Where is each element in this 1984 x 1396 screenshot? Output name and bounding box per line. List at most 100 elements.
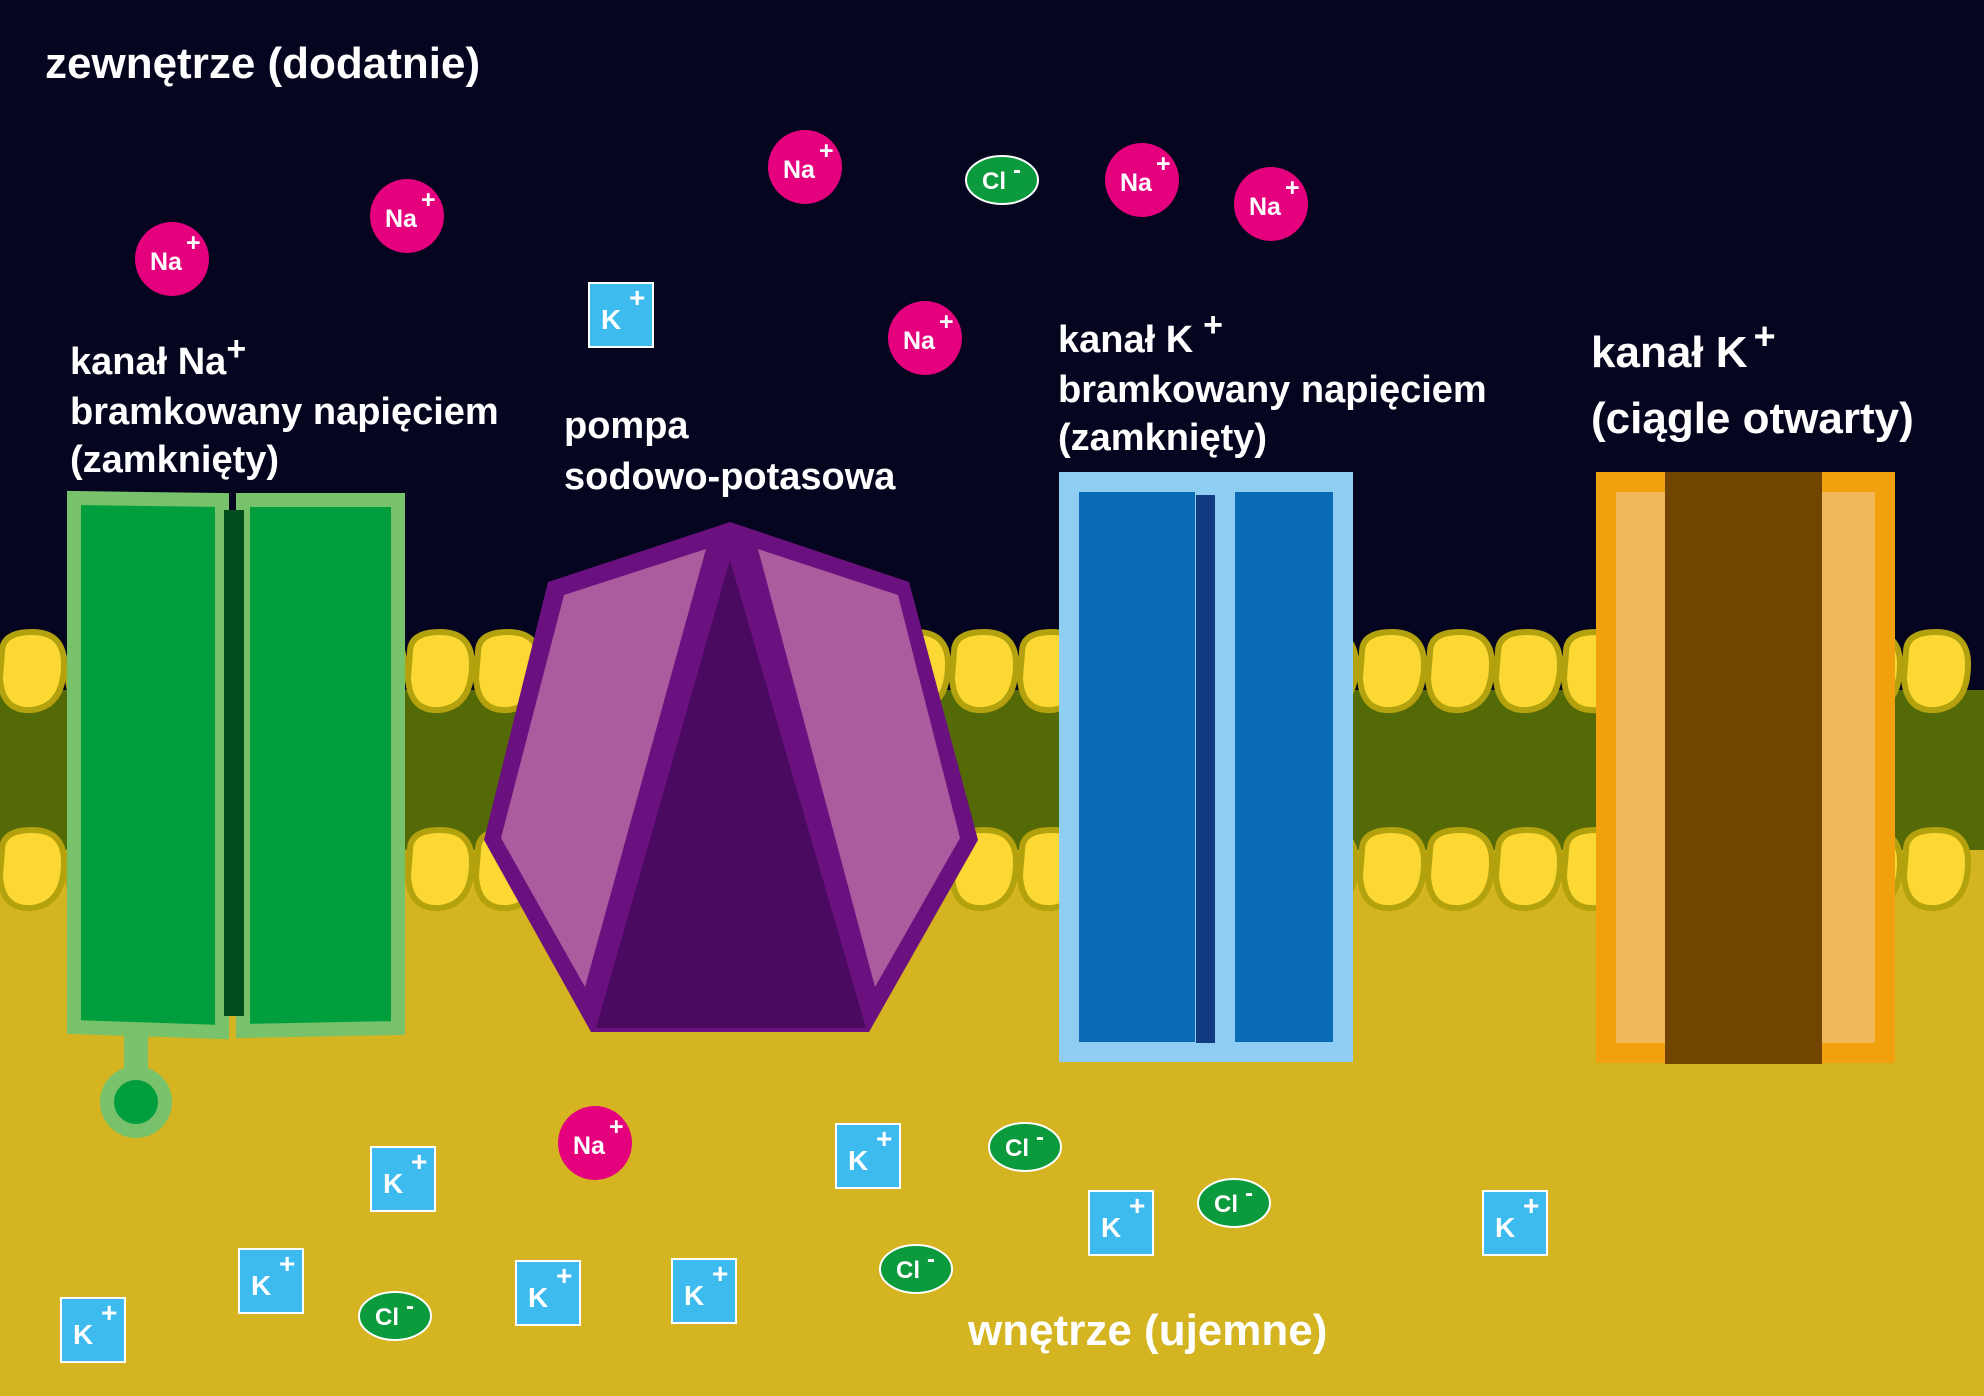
sodium-charge: + xyxy=(1156,150,1171,178)
chloride-charge: - xyxy=(1245,1180,1253,1207)
sodium-symbol: Na xyxy=(1249,193,1282,221)
potassium-symbol: K xyxy=(848,1145,868,1176)
sodium-channel-label-line3: (zamknięty) xyxy=(70,439,279,481)
potassium-ion: K+ xyxy=(1482,1190,1548,1256)
potassium-leak-label-line2: (ciągle otwarty) xyxy=(1591,394,1914,443)
potassium-charge: + xyxy=(556,1260,572,1291)
inner-lipid-head xyxy=(404,826,476,912)
svg-text:kanał Na+: kanał Na+ xyxy=(70,330,246,383)
pump-label-line2: sodowo-potasowa xyxy=(564,456,896,498)
inner-lipid-head xyxy=(1424,826,1496,912)
potassium-charge: + xyxy=(279,1248,295,1279)
potassium-symbol: K xyxy=(601,304,621,335)
potassium-charge: + xyxy=(876,1123,892,1154)
inner-lipid-head xyxy=(0,826,68,912)
potassium-symbol: K xyxy=(383,1168,403,1199)
sodium-charge: + xyxy=(819,137,834,165)
sodium-charge: + xyxy=(609,1113,624,1141)
chloride-symbol: Cl xyxy=(982,168,1006,195)
chloride-ion: Cl - xyxy=(988,1122,1062,1172)
sodium-channel-label-line1: kanał Na xyxy=(70,341,227,383)
chloride-charge: - xyxy=(406,1293,414,1320)
ions-layer: Na+Na+Na+Na+Na+Na+Na+K+K+K+K+ K+K+K+K+K+C… xyxy=(60,130,1548,1363)
sodium-ion: Na+ xyxy=(768,130,842,204)
potassium-leak-label-sup: + xyxy=(1754,316,1776,358)
potassium-charge: + xyxy=(1523,1190,1539,1221)
sodium-channel-label-sup: + xyxy=(226,330,246,368)
potassium-symbol: K xyxy=(73,1319,93,1350)
sodium-ion: Na+ xyxy=(1105,143,1179,217)
sodium-symbol: Na xyxy=(385,205,418,233)
sodium-ion: Na+ xyxy=(135,222,209,296)
chloride-symbol: Cl xyxy=(375,1304,399,1331)
potassium-charge: + xyxy=(1129,1190,1145,1221)
potassium-gated-label-sup: + xyxy=(1203,306,1223,344)
potassium-symbol: K xyxy=(684,1280,704,1311)
inside-label: wnętrze (ujemne) xyxy=(967,1306,1327,1355)
pump-label-line1: pompa xyxy=(564,405,689,447)
chloride-ion: Cl - xyxy=(1197,1178,1271,1228)
outer-lipid-head xyxy=(1492,628,1564,714)
sodium-channel xyxy=(67,490,405,1138)
potassium-symbol: K xyxy=(528,1282,548,1313)
sodium-symbol: Na xyxy=(903,327,936,355)
sodium-channel-label: kanał Na+ bramkowany napięciem (zamknięt… xyxy=(70,330,499,481)
chloride-ion: Cl - xyxy=(358,1291,432,1341)
sodium-potassium-pump xyxy=(484,522,978,1032)
potassium-leak-channel-label: kanał K + (ciągle otwarty) xyxy=(1591,316,1914,443)
chloride-ion: Cl - xyxy=(965,155,1039,205)
potassium-charge: + xyxy=(411,1146,427,1177)
potassium-ion: K+ xyxy=(60,1297,126,1363)
sodium-charge: + xyxy=(939,308,954,336)
chloride-symbol: Cl xyxy=(896,1257,920,1284)
chloride-charge: - xyxy=(1013,157,1021,184)
potassium-charge: + xyxy=(101,1297,117,1328)
chloride-charge: - xyxy=(927,1246,935,1273)
potassium-ion: K+ xyxy=(588,282,654,348)
potassium-charge: + xyxy=(629,282,645,313)
potassium-symbol: K xyxy=(1495,1212,1515,1243)
chloride-charge: - xyxy=(1036,1124,1044,1151)
sodium-charge: + xyxy=(186,229,201,257)
outer-lipid-head xyxy=(0,628,68,714)
potassium-leak-channel xyxy=(1596,472,1895,1064)
potassium-ion: K+ xyxy=(238,1248,304,1314)
potassium-gated-label-line3: (zamknięty) xyxy=(1058,417,1267,459)
potassium-ion: K+ xyxy=(1088,1190,1154,1256)
potassium-gated-label-line1: kanał K xyxy=(1058,319,1194,361)
sodium-ion: Na+ xyxy=(888,301,962,375)
outside-label: zewnętrze (dodatnie) xyxy=(45,39,480,88)
svg-text:kanał K+: kanał K + xyxy=(1058,306,1223,361)
potassium-ion: K+ xyxy=(515,1260,581,1326)
sodium-channel-label-line2: bramkowany napięciem xyxy=(70,391,499,433)
sodium-ion: Na+ xyxy=(1234,167,1308,241)
inner-lipid-head xyxy=(1356,826,1428,912)
sodium-symbol: Na xyxy=(150,248,183,276)
sodium-ion: Na+ xyxy=(370,179,444,253)
potassium-ion: K+ xyxy=(370,1146,436,1212)
outer-lipid-head xyxy=(1900,628,1972,714)
sodium-charge: + xyxy=(421,186,436,214)
potassium-leak-label-line1: kanał K xyxy=(1591,328,1748,377)
potassium-gated-channel xyxy=(1059,472,1353,1062)
sodium-symbol: Na xyxy=(1120,169,1153,197)
outer-lipid-head xyxy=(1356,628,1428,714)
sodium-charge: + xyxy=(1285,174,1300,202)
svg-text:kanał K+: kanał K + xyxy=(1591,316,1776,377)
inner-lipid-head xyxy=(1900,826,1972,912)
sodium-symbol: Na xyxy=(783,156,816,184)
potassium-symbol: K xyxy=(1101,1212,1121,1243)
potassium-gated-channel-label: kanał K + bramkowany napięciem (zamknięty… xyxy=(1058,306,1487,459)
chloride-symbol: Cl xyxy=(1005,1135,1029,1162)
potassium-ion: K+ xyxy=(671,1258,737,1324)
chloride-symbol: Cl xyxy=(1214,1191,1238,1218)
inner-lipid-head xyxy=(1492,826,1564,912)
outer-lipid-head xyxy=(404,628,476,714)
potassium-symbol: K xyxy=(251,1270,271,1301)
outer-lipid-head xyxy=(948,628,1020,714)
potassium-gated-label-line2: bramkowany napięciem xyxy=(1058,369,1487,411)
potassium-ion: K+ xyxy=(835,1123,901,1189)
outer-lipid-head xyxy=(1424,628,1496,714)
pump-label: pompa sodowo-potasowa xyxy=(564,405,896,498)
